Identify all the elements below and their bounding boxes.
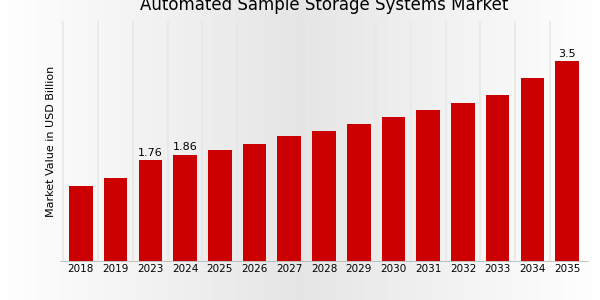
Y-axis label: Market Value in USD Billion: Market Value in USD Billion xyxy=(46,65,56,217)
Text: 3.5: 3.5 xyxy=(559,49,576,59)
Bar xyxy=(208,150,232,261)
Bar xyxy=(69,186,92,261)
Bar xyxy=(139,160,162,261)
Bar xyxy=(451,103,475,261)
Bar xyxy=(521,78,544,261)
Text: 1.76: 1.76 xyxy=(138,148,163,158)
Bar xyxy=(173,155,197,261)
Title: Automated Sample Storage Systems Market: Automated Sample Storage Systems Market xyxy=(140,0,508,14)
Bar xyxy=(382,117,405,261)
Bar xyxy=(243,144,266,261)
Bar xyxy=(486,95,509,261)
Bar xyxy=(556,61,579,261)
Bar xyxy=(347,124,371,261)
Bar xyxy=(312,131,336,261)
Bar xyxy=(104,178,127,261)
Text: 1.86: 1.86 xyxy=(173,142,197,152)
Bar xyxy=(416,110,440,261)
Bar xyxy=(277,136,301,261)
